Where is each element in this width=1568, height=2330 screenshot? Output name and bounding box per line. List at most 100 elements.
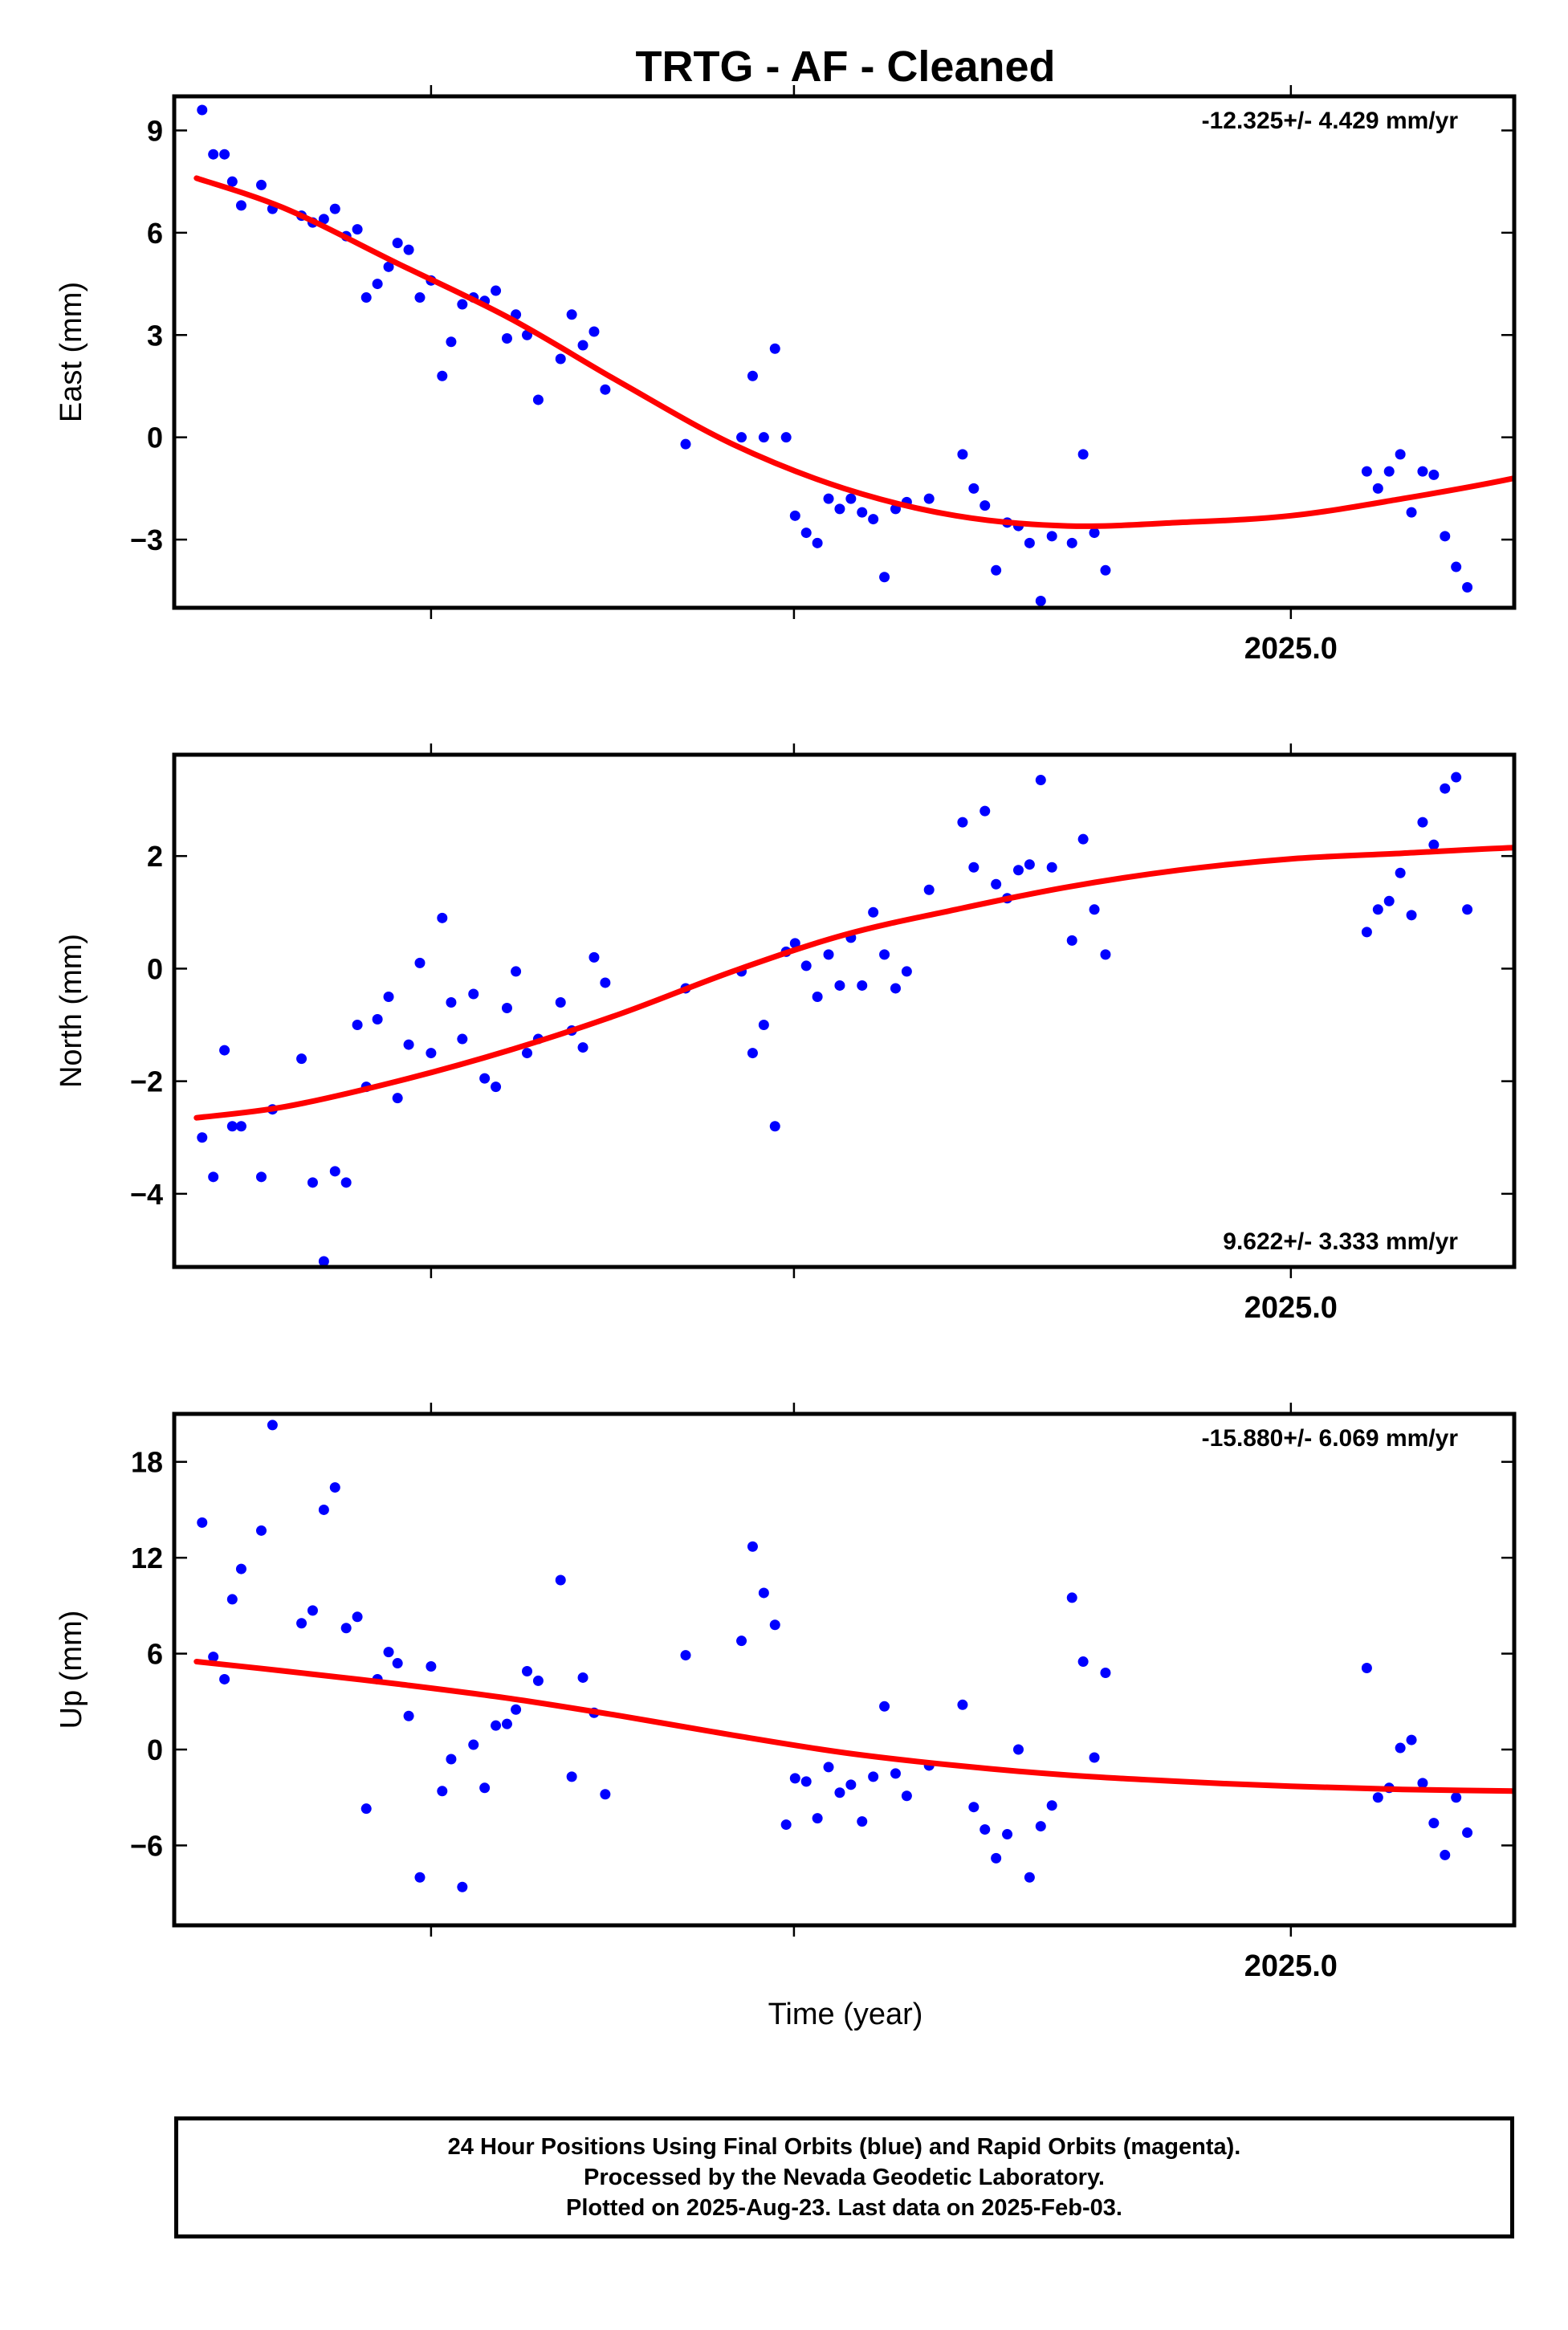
data-point: [457, 299, 468, 310]
data-point: [1395, 1742, 1406, 1754]
data-point: [457, 1033, 468, 1045]
data-point: [235, 1563, 246, 1574]
data-point: [437, 912, 448, 923]
data-point: [1024, 537, 1035, 548]
x-tick-label: 2025.0: [1244, 632, 1338, 666]
data-point: [834, 980, 845, 991]
data-point: [1406, 910, 1417, 921]
data-point: [789, 1773, 800, 1784]
data-point: [577, 1042, 589, 1053]
data-layer: [193, 772, 1514, 1267]
data-point: [1417, 1778, 1428, 1789]
data-point: [329, 203, 340, 214]
data-point: [769, 1619, 780, 1631]
data-point: [318, 214, 329, 225]
data-point: [446, 336, 457, 348]
data-point: [812, 1813, 823, 1824]
data-point: [800, 960, 812, 972]
panel-frame: [172, 94, 1517, 610]
data-point: [403, 1710, 414, 1721]
y-tick-label: −3: [130, 523, 163, 556]
data-point: [235, 200, 246, 211]
data-point: [383, 991, 394, 1002]
data-point: [383, 261, 394, 272]
panel-frame: [172, 1411, 1517, 1928]
data-point: [600, 1789, 611, 1800]
data-point: [857, 507, 868, 518]
data-point: [680, 1650, 691, 1661]
data-point: [600, 384, 611, 395]
fit-line: [193, 1659, 1514, 1794]
data-point: [226, 1594, 238, 1605]
data-point: [991, 1852, 1002, 1864]
y-axis-label: Up (mm): [55, 1611, 88, 1729]
data-point: [426, 1048, 437, 1059]
data-point: [1066, 935, 1077, 946]
y-axis-label: North (mm): [55, 934, 88, 1088]
data-point: [1428, 839, 1440, 850]
data-point: [957, 817, 968, 828]
data-point: [589, 326, 600, 337]
data-point: [392, 238, 403, 249]
data-point: [479, 1782, 491, 1794]
data-point: [1462, 904, 1473, 915]
data-point: [383, 1647, 394, 1658]
data-point: [479, 1073, 491, 1084]
panel-east: −3 0 3 6 9 2025.0 East (mm) -12.325+/- 4.429 mm…: [55, 85, 1517, 666]
data-point: [1046, 1800, 1057, 1811]
data-point: [845, 1779, 857, 1790]
panel-north: −4 −2 0 2 2025.0 North (mm) 9.622+/- 3.333 mm/…: [55, 743, 1517, 1325]
data-point: [296, 1618, 307, 1629]
data-point: [235, 1121, 246, 1132]
data-point: [1451, 1792, 1462, 1803]
footer-box: 24 Hour Positions Using Final Orbits (bl…: [174, 2116, 1514, 2238]
data-point: [758, 1020, 769, 1031]
data-point: [491, 285, 502, 296]
data-point: [392, 1093, 403, 1104]
y-tick-label: −6: [130, 1829, 163, 1862]
data-point: [1035, 596, 1046, 607]
data-point: [414, 1872, 426, 1883]
data-point: [1383, 466, 1395, 477]
x-tick-label: 2025.0: [1244, 1291, 1338, 1325]
panel-up: −6 0 6 12 18 2025.0 Up (mm) -15.880+/- 6.069 mm…: [55, 1403, 1517, 1983]
footer-line-plotted: Plotted on 2025-Aug-23. Last data on 202…: [566, 2195, 1122, 2221]
data-point: [446, 1754, 457, 1765]
data-point: [403, 244, 414, 255]
data-point: [1440, 1849, 1451, 1860]
data-point: [352, 1020, 363, 1031]
x-tick-label: 2025.0: [1244, 1949, 1338, 1983]
data-point: [307, 1177, 318, 1188]
data-point: [318, 1504, 329, 1515]
data-point: [1372, 1792, 1383, 1803]
data-point: [800, 1776, 812, 1787]
data-point: [600, 977, 611, 988]
data-point: [255, 179, 267, 190]
data-point: [758, 432, 769, 443]
data-point: [414, 957, 426, 968]
data-point: [868, 514, 879, 525]
data-point: [219, 1045, 230, 1056]
rate-label: 9.622+/- 3.333 mm/yr: [1223, 1228, 1458, 1255]
data-point: [372, 279, 383, 290]
data-point: [555, 1574, 566, 1586]
data-point: [360, 292, 372, 303]
footer-line-processed: Processed by the Nevada Geodetic Laborat…: [584, 2165, 1105, 2190]
y-tick-label: 0: [147, 1733, 163, 1766]
data-point: [769, 343, 780, 354]
data-point: [255, 1525, 267, 1536]
data-point: [226, 176, 238, 187]
data-point: [890, 983, 901, 994]
fit-line: [193, 175, 1514, 529]
data-point: [1012, 1744, 1024, 1755]
data-point: [1361, 1663, 1372, 1674]
data-point: [1100, 949, 1111, 960]
data-point: [957, 1699, 968, 1710]
data-point: [769, 1121, 780, 1132]
data-point: [823, 1762, 834, 1773]
y-tick-label: 9: [147, 114, 163, 147]
data-point: [208, 1652, 219, 1663]
data-point: [532, 1675, 544, 1686]
data-point: [991, 564, 1002, 576]
